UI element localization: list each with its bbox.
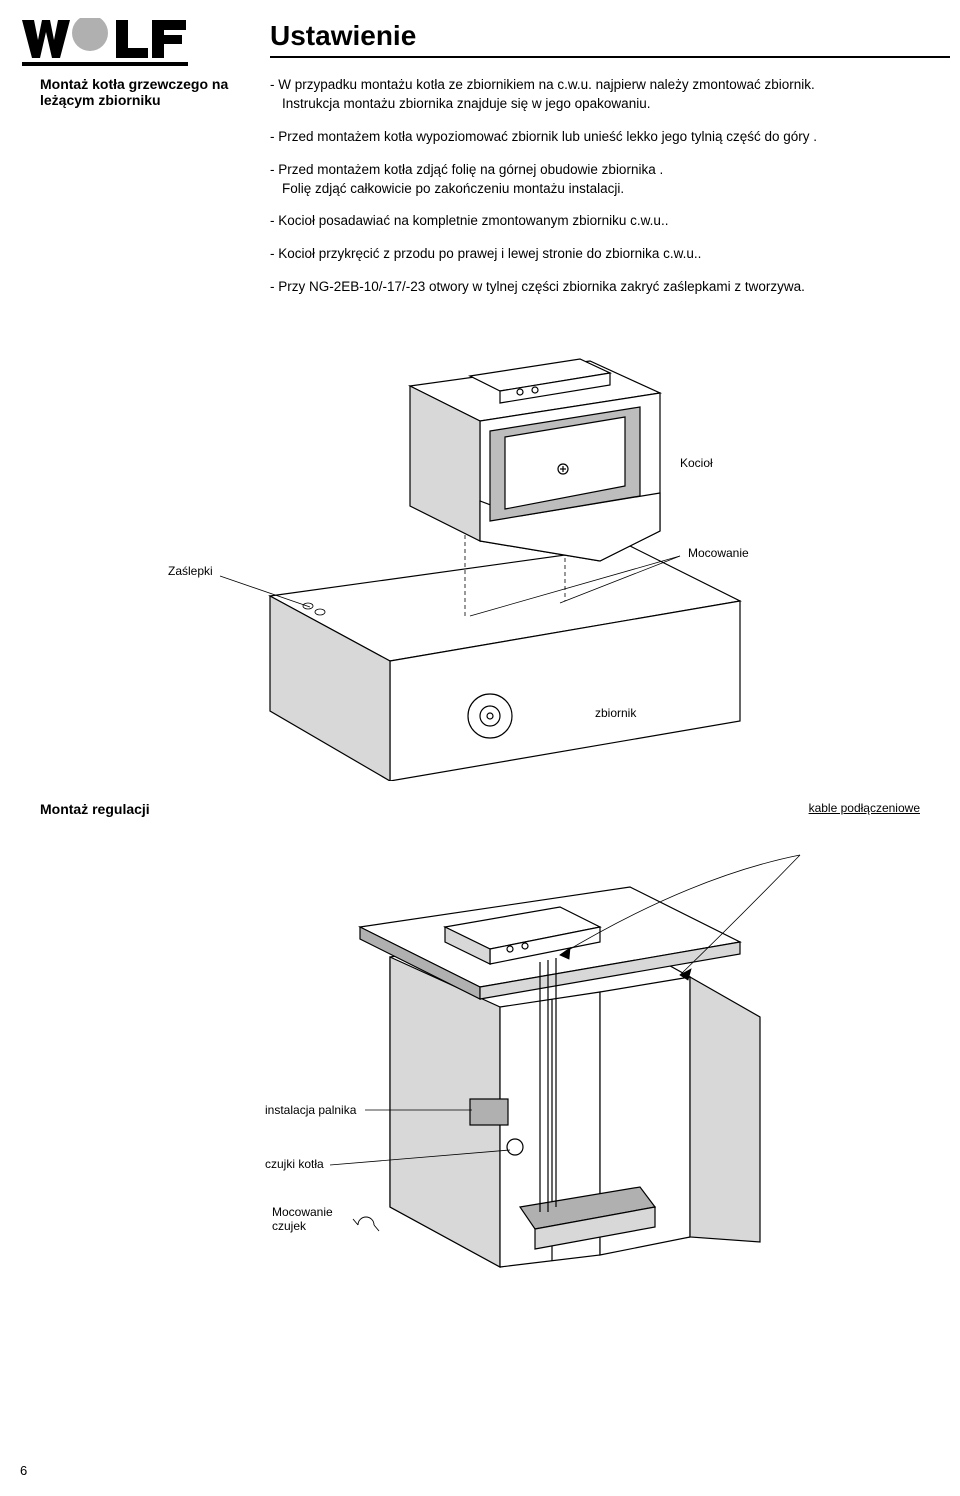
wolf-logo (20, 18, 200, 73)
bullet-5: - Przy NG-2EB-10/-17/-23 otwory w tylnej… (270, 278, 920, 297)
section1-row: Montaż kotła grzewczego na leżącym zbior… (40, 76, 920, 311)
bullet-1: - Przed montażem kotła wypoziomować zbio… (270, 128, 920, 147)
label-zbiornik: zbiornik (595, 706, 636, 720)
label-instalacja: instalacja palnika (265, 1103, 356, 1117)
bullet-4: - Kocioł przykręcić z przodu po prawej i… (270, 245, 920, 264)
label-zaslepki: Zaślepki (168, 564, 213, 578)
label-kociol: Kocioł (680, 456, 713, 470)
title-bar: Ustawienie (270, 20, 950, 58)
bullet-2: - Przed montażem kotła zdjąć folię na gó… (270, 161, 920, 199)
diagram-boiler-on-tank: Kocioł Zaślepki Mocowanie zbiornik (160, 351, 860, 781)
section2-heading: Montaż regulacji (40, 801, 300, 817)
label-mocowanie-czujek: Mocowanie czujek (272, 1205, 333, 1233)
section1-body: - W przypadku montażu kotła ze zbiorniki… (270, 76, 920, 311)
page-number: 6 (20, 1463, 27, 1478)
diagram-regulation: instalacja palnika czujki kotła Mocowani… (40, 847, 920, 1277)
section1-heading: Montaż kotła grzewczego na leżącym zbior… (40, 76, 270, 311)
bullet-3: - Kocioł posadawiać na kompletnie zmonto… (270, 212, 920, 231)
section2-row: Montaż regulacji kable podłączeniowe (40, 801, 920, 817)
kable-label: kable podłączeniowe (809, 801, 920, 815)
label-czujki: czujki kotła (265, 1157, 324, 1171)
page-title: Ustawienie (270, 20, 416, 51)
bullet-0: - W przypadku montażu kotła ze zbiorniki… (270, 76, 920, 114)
label-mocowanie: Mocowanie (688, 546, 749, 560)
